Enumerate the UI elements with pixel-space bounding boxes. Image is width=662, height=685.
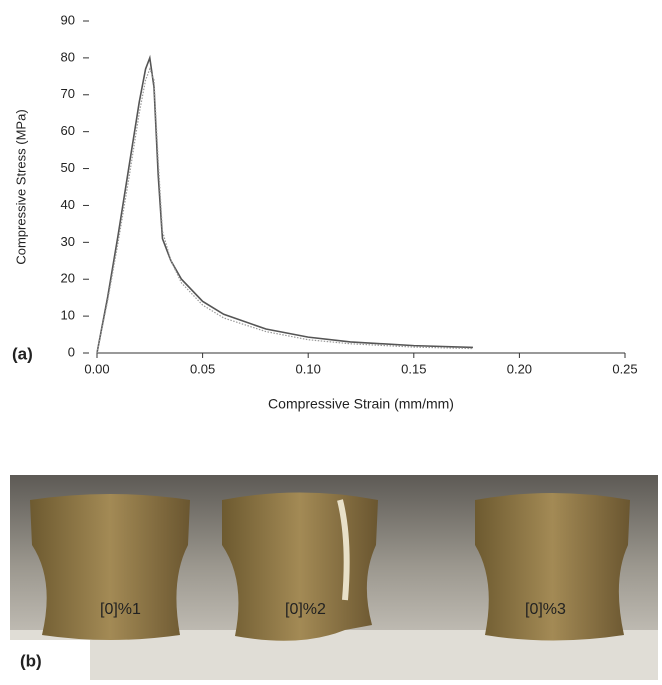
y-tick-label: 40 bbox=[61, 197, 75, 212]
figure: (a) Compressive Strain (mm/mm) Compressi… bbox=[0, 0, 662, 680]
panel-label: (a) bbox=[12, 344, 33, 363]
x-tick-label: 0.20 bbox=[507, 361, 532, 376]
specimen-label: [0]%1 bbox=[100, 601, 141, 618]
y-tick-label: 70 bbox=[61, 86, 75, 101]
y-axis-title: Compressive Stress (MPa) bbox=[13, 109, 28, 264]
x-tick-label: 0.25 bbox=[612, 361, 637, 376]
y-tick-label: 90 bbox=[61, 12, 75, 27]
y-tick-label: 60 bbox=[61, 123, 75, 138]
line-series bbox=[97, 69, 473, 353]
specimen-label: [0]%2 bbox=[285, 601, 326, 618]
specimen bbox=[222, 493, 378, 641]
y-tick-label: 20 bbox=[61, 271, 75, 286]
x-tick-label: 0.00 bbox=[84, 361, 109, 376]
y-tick-label: 30 bbox=[61, 234, 75, 249]
y-tick-label: 0 bbox=[68, 344, 75, 359]
specimen bbox=[475, 493, 630, 641]
x-tick-label: 0.15 bbox=[401, 361, 426, 376]
y-tick-label: 80 bbox=[61, 49, 75, 64]
page: {"chart_data": {"type": "line", "xlabel"… bbox=[0, 0, 662, 680]
y-tick-label: 10 bbox=[61, 308, 75, 323]
specimen-label: [0]%3 bbox=[525, 601, 566, 618]
x-axis-title: Compressive Strain (mm/mm) bbox=[268, 396, 454, 412]
y-tick-label: 50 bbox=[61, 160, 75, 175]
photo: (b) [0]%1 [0]%2 [0]%3 bbox=[10, 475, 658, 680]
line-series bbox=[97, 58, 473, 353]
panel-label: (b) bbox=[20, 651, 42, 670]
x-tick-label: 0.05 bbox=[190, 361, 215, 376]
x-tick-label: 0.10 bbox=[296, 361, 321, 376]
